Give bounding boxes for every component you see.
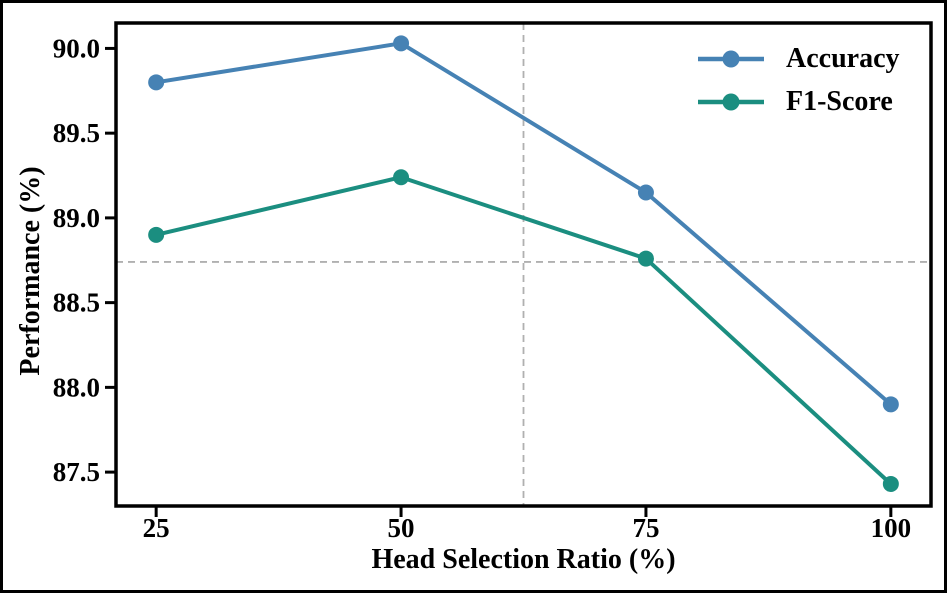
legend-item-f1-score: F1-Score: [696, 80, 900, 123]
accuracy-line-sample-icon: [698, 50, 764, 67]
legend-label-accuracy: Accuracy: [786, 42, 900, 74]
accuracy-line: [154, 41, 893, 407]
y-tick-label: 88.0: [53, 372, 100, 402]
y-tick-label: 90.0: [53, 33, 100, 63]
x-tick-label: 100: [871, 513, 912, 543]
y-tick-label: 89.0: [53, 203, 100, 233]
legend-label-f1-score: F1-Score: [786, 85, 893, 117]
y-tick-label: 89.5: [53, 118, 100, 148]
line-chart: 25 50 75 100 90.0 89.5 89.0 88.5 88.0 87.5: [53, 21, 933, 543]
accuracy-point-50: [393, 35, 410, 52]
f1-score-point-100: [882, 475, 899, 492]
x-tick-label: 25: [143, 513, 170, 543]
plot-frame: [114, 21, 933, 508]
f1-score-point-25: [148, 226, 165, 243]
f1-score-point-75: [637, 250, 654, 267]
f1-score-line-sample-icon: [698, 93, 764, 110]
accuracy-point-100: [882, 396, 899, 413]
x-tick-label: 50: [388, 513, 415, 543]
f1-score-point-50: [393, 169, 410, 186]
y-axis-title: Performance (%): [15, 166, 46, 376]
accuracy-point-25: [148, 74, 165, 91]
x-tick-label: 75: [632, 513, 659, 543]
f1-score-line: [154, 175, 893, 486]
legend-item-accuracy: Accuracy: [696, 37, 900, 80]
accuracy-point-75: [637, 184, 654, 201]
legend: Accuracy F1-Score: [696, 37, 900, 123]
y-tick-label: 87.5: [53, 457, 100, 487]
x-axis-title: Head Selection Ratio (%): [371, 544, 676, 575]
y-tick-label: 88.5: [53, 288, 100, 318]
